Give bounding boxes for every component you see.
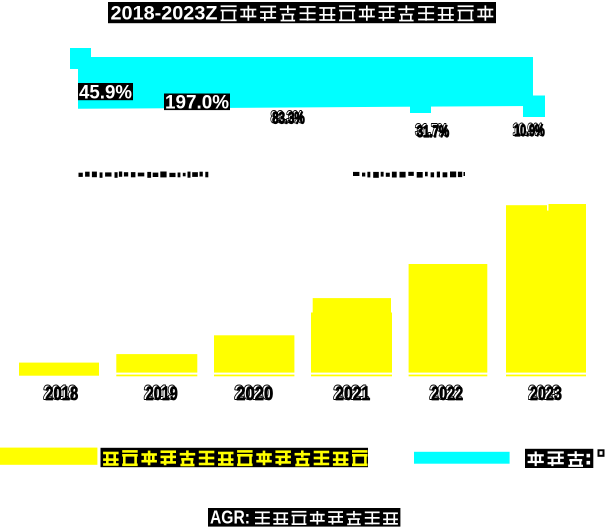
svg-text:31.7%: 31.7% bbox=[417, 123, 450, 141]
svg-text:2020: 2020 bbox=[235, 382, 272, 404]
svg-text:2019: 2019 bbox=[146, 383, 178, 405]
svg-text:2023: 2023 bbox=[530, 383, 562, 405]
svg-text:2022: 2022 bbox=[431, 383, 463, 405]
svg-text:83.3%: 83.3% bbox=[272, 110, 305, 128]
svg-text:10.9%: 10.9% bbox=[514, 122, 545, 140]
svg-text:AGR:: AGR: bbox=[210, 507, 250, 527]
svg-text:2021: 2021 bbox=[335, 383, 370, 405]
svg-text:2018: 2018 bbox=[45, 383, 78, 405]
svg-text:2020: 2020 bbox=[236, 383, 273, 405]
svg-text:10.9%: 10.9% bbox=[513, 121, 544, 139]
svg-text:31.7%: 31.7% bbox=[415, 122, 448, 140]
svg-text:2023: 2023 bbox=[528, 382, 560, 404]
svg-text:197.0%: 197.0% bbox=[165, 92, 229, 113]
svg-text:2019: 2019 bbox=[144, 382, 176, 404]
svg-text:2018: 2018 bbox=[44, 382, 77, 404]
svg-text:83.3%: 83.3% bbox=[271, 108, 304, 126]
svg-text:2021: 2021 bbox=[334, 382, 369, 404]
svg-text:45.9%: 45.9% bbox=[79, 82, 132, 103]
svg-text:2022: 2022 bbox=[430, 382, 462, 404]
svg-text:2018-2023Z: 2018-2023Z bbox=[111, 3, 218, 25]
